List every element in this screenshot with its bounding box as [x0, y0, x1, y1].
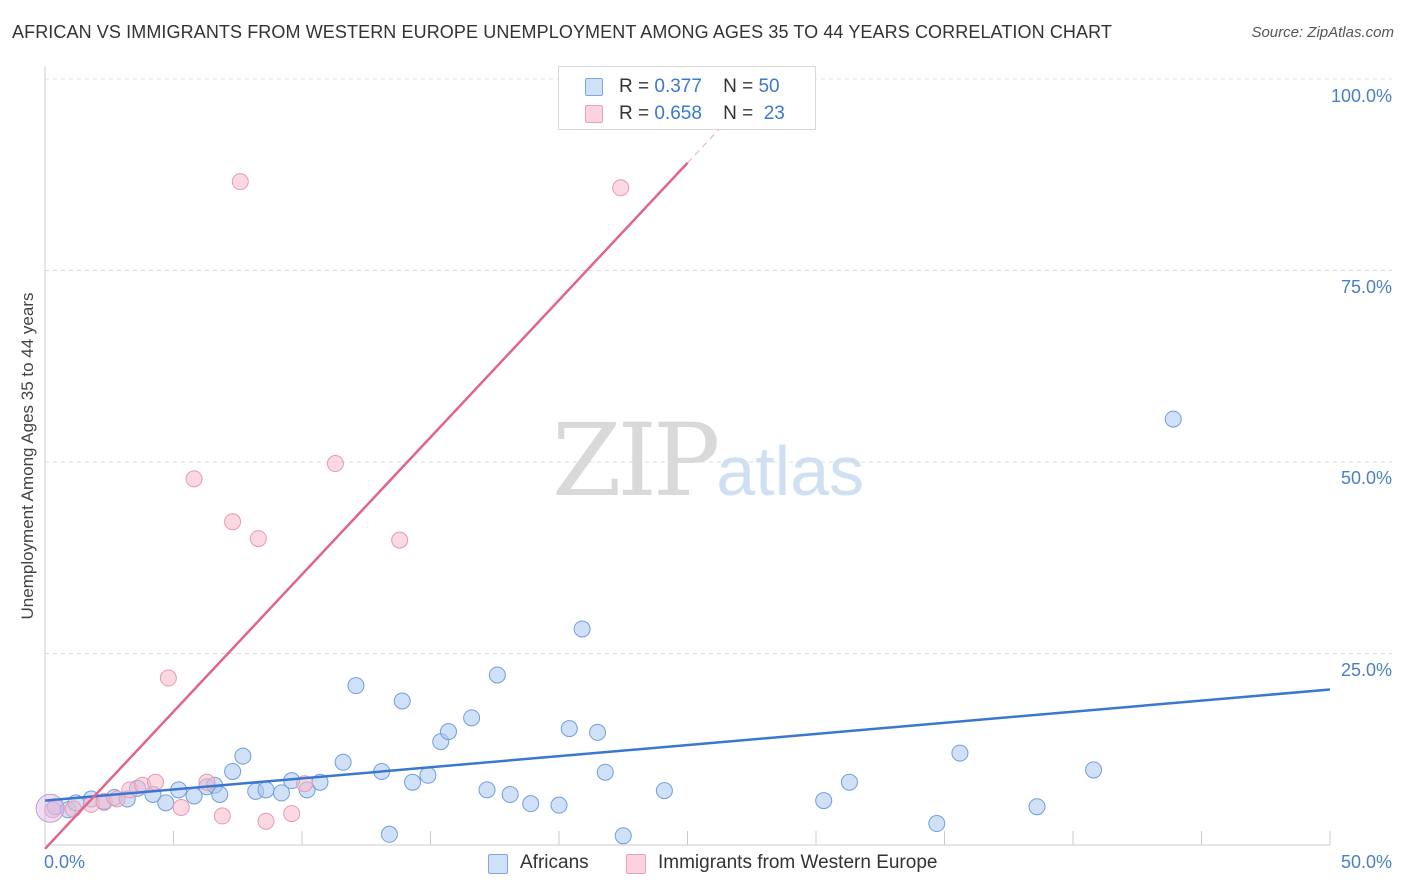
africans-point [419, 766, 437, 784]
immigrants-trend-line [44, 162, 689, 850]
africans-point [951, 744, 969, 762]
legend-swatch-blue [585, 78, 603, 96]
y-tick-label: 50.0% [1340, 468, 1392, 488]
legend-africans-label: Africans [520, 852, 589, 873]
x-tick-label: 0.0% [44, 852, 86, 872]
y-tick-label: 100.0% [1330, 86, 1392, 106]
legend-r-label: R = [619, 76, 650, 97]
grid-lines [45, 78, 1392, 654]
immigrants-point [283, 805, 301, 823]
africans-point [393, 692, 411, 710]
africans-point [234, 747, 252, 765]
africans-point [573, 620, 591, 638]
africans-point [815, 792, 833, 810]
immigrants-point [249, 530, 267, 548]
legend-immigrants-label: Immigrants from Western Europe [658, 852, 938, 873]
legend-r-value: 0.658 [654, 103, 702, 124]
africans-point [1028, 798, 1046, 816]
africans-point [157, 794, 175, 812]
africans-point [655, 782, 673, 800]
africans-point [1164, 410, 1182, 428]
immigrants-point [612, 179, 630, 197]
immigrants-point [326, 455, 344, 473]
africans-point [589, 723, 607, 741]
immigrants-point [147, 773, 165, 791]
axes [44, 66, 1331, 846]
y-tick-label: 75.0% [1340, 277, 1392, 297]
immigrants-point [44, 801, 62, 819]
x-tick-label: 50.0% [1340, 852, 1392, 872]
chart-title: AFRICAN VS IMMIGRANTS FROM WESTERN EUROP… [12, 22, 1112, 42]
africans-trend-line [44, 688, 1331, 802]
legend-swatch-blue [488, 854, 508, 874]
immigrants-point [185, 470, 203, 488]
y-axis-label: Unemployment Among Ages 35 to 44 years [18, 292, 37, 620]
immigrants-point [224, 513, 242, 531]
source-label: Source: ZipAtlas.com [1251, 24, 1394, 41]
trend-lines [44, 93, 1331, 850]
africans-point [501, 785, 519, 803]
africans-point [522, 795, 540, 813]
legend-swatch-pink [585, 105, 603, 123]
africans-point [463, 709, 481, 727]
africans-point [347, 677, 365, 695]
africans-point [272, 784, 290, 802]
legend-n-label: N = [723, 76, 754, 97]
africans-points [46, 410, 1182, 845]
africans-point [1085, 761, 1103, 779]
watermark-zip: ZIP [552, 402, 720, 519]
africans-point [928, 815, 946, 833]
africans-point [404, 773, 422, 791]
overlap-point [35, 793, 65, 823]
watermark-atlas: atlas [716, 432, 865, 510]
africans-point [560, 720, 578, 738]
africans-point [478, 781, 496, 799]
africans-point [380, 825, 398, 843]
legend-swatch-pink [626, 854, 646, 874]
immigrants-point [391, 531, 409, 549]
africans-point [550, 796, 568, 814]
y-tick-label: 25.0% [1340, 660, 1392, 680]
legend-n-value: 23 [763, 103, 785, 124]
immigrants-point [172, 798, 190, 816]
legend-n-label: N = [723, 103, 754, 124]
immigrants-point [231, 173, 249, 191]
africans-point [488, 666, 506, 684]
africans-point [596, 763, 614, 781]
africans-point [211, 785, 229, 803]
immigrants-point [257, 812, 275, 830]
legend-n-value: 50 [758, 76, 780, 97]
africans-point [334, 753, 352, 771]
africans-point [224, 762, 242, 780]
legend-r-value: 0.377 [654, 76, 702, 97]
correlation-legend: R = 0.377 N = 50 R = 0.658 N = 23 [558, 66, 816, 130]
immigrants-point [159, 669, 177, 687]
africans-point [439, 723, 457, 741]
africans-point [257, 781, 275, 799]
africans-point [614, 827, 632, 845]
legend-r-label: R = [619, 103, 650, 124]
immigrants-points [35, 173, 630, 830]
africans-point [840, 773, 858, 791]
immigrants-point [64, 800, 82, 818]
immigrants-point [213, 807, 231, 825]
watermark: ZIPatlas [552, 402, 864, 519]
